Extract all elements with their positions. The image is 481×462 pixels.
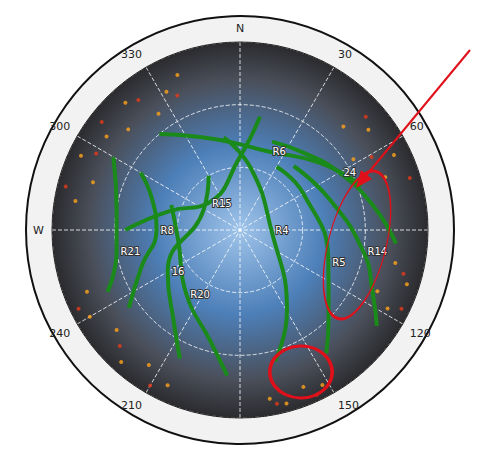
svg-text:R8: R8 bbox=[160, 225, 173, 236]
svg-text:150: 150 bbox=[338, 399, 359, 412]
svg-text:R14: R14 bbox=[367, 246, 388, 258]
svg-text:R4: R4 bbox=[275, 225, 288, 236]
svg-text:120: 120 bbox=[410, 327, 431, 340]
svg-text:60: 60 bbox=[410, 120, 424, 133]
svg-text:R6: R6 bbox=[273, 146, 286, 157]
svg-text:330: 330 bbox=[121, 48, 142, 61]
svg-text:R21: R21 bbox=[121, 246, 141, 257]
svg-text:W: W bbox=[33, 224, 44, 237]
svg-text:R20: R20 bbox=[190, 289, 210, 300]
svg-text:240: 240 bbox=[49, 327, 70, 340]
svg-text:30: 30 bbox=[338, 48, 352, 61]
svg-text:24: 24 bbox=[343, 167, 356, 178]
svg-text:210: 210 bbox=[121, 399, 142, 412]
svg-text:R15: R15 bbox=[212, 198, 232, 209]
svg-text:16: 16 bbox=[172, 266, 185, 277]
svg-text:300: 300 bbox=[49, 120, 70, 133]
svg-text:R5: R5 bbox=[332, 257, 345, 268]
svg-text:N: N bbox=[236, 22, 244, 35]
